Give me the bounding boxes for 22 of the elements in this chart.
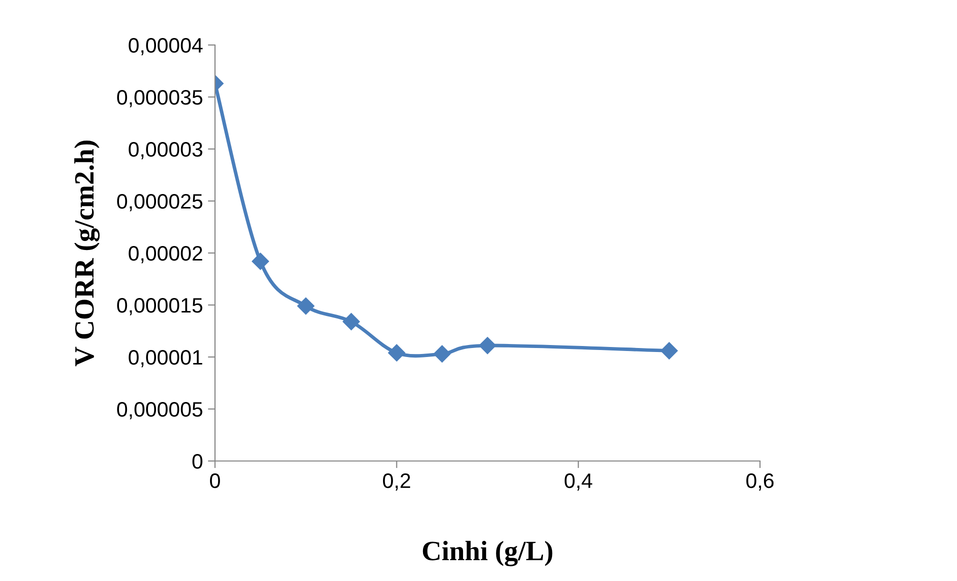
y-tick-label: 0: [192, 454, 202, 469]
point: [342, 313, 360, 330]
point: [388, 344, 406, 362]
y-tick-label: 0,000005: [117, 402, 202, 420]
x-tick-label: 0,6: [746, 473, 774, 491]
point: [434, 345, 451, 362]
point: [478, 337, 496, 354]
y-tick-label: 0,000035: [117, 90, 202, 108]
point: [660, 342, 678, 360]
point: [252, 252, 269, 270]
x-axis-title: Cinhi (g/L): [422, 540, 552, 566]
y-tick-label: 0,00001: [128, 350, 202, 368]
point: [297, 297, 314, 315]
x-tick-label: 0,2: [383, 473, 410, 491]
y-tick-label: 0,00003: [128, 142, 202, 160]
x-tick-label: 0,4: [564, 473, 592, 491]
y-tick-label: 0,000015: [117, 298, 202, 316]
y-axis-title: V CORR (g/cm2.h): [74, 140, 100, 366]
y-tick-label: 0,00002: [128, 246, 202, 264]
y-tick-label: 0,000025: [117, 194, 202, 212]
x-tick-label: 0: [210, 473, 220, 488]
y-tick-label: 0,00004: [128, 38, 203, 56]
